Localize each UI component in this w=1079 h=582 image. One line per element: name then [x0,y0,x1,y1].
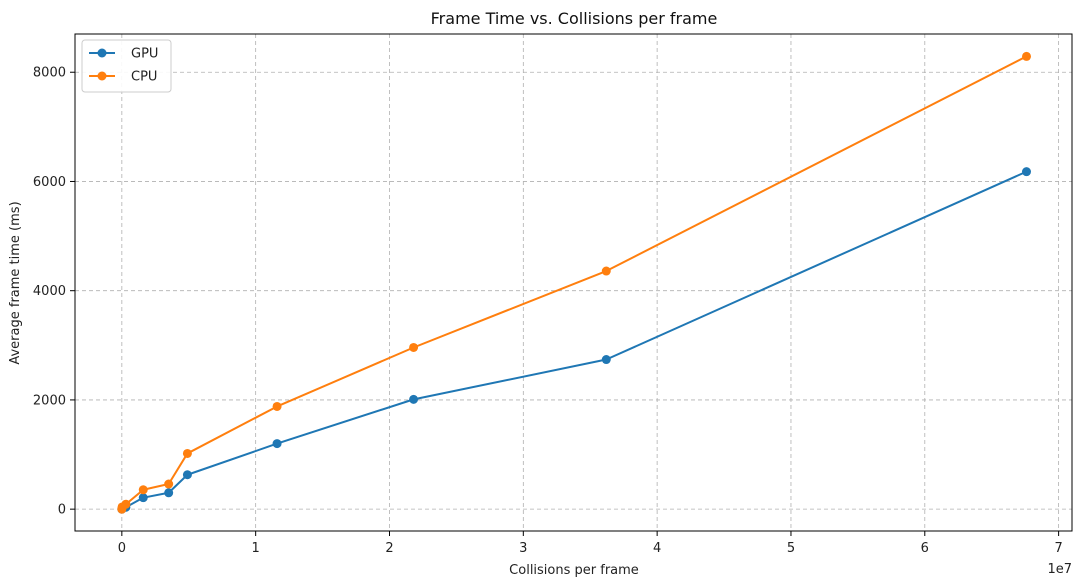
legend: GPU CPU [81,39,172,93]
series-cpu-point [138,485,148,495]
x-tick-label: 6 [921,541,929,556]
series-cpu-point [121,499,131,509]
y-tick-label: 2000 [33,393,66,408]
x-tick-label: 2 [385,541,393,556]
grid [75,34,1072,531]
legend-gpu-label: GPU [131,47,158,62]
series-gpu-point [272,439,282,449]
series-gpu-point [601,355,611,365]
series-cpu-point [601,266,611,276]
series-cpu-point [1021,51,1031,61]
series-cpu-point [272,401,282,411]
y-tick-label: 0 [58,503,66,518]
series-gpu-point [138,493,148,503]
x-tick-label: 1 [252,541,260,556]
series-cpu-point [409,342,419,352]
y-tick-label: 6000 [33,175,66,190]
chart-title: Frame Time vs. Collisions per frame [431,9,718,28]
x-axis-offset-text: 1e7 [1047,562,1072,577]
x-tick-label: 5 [787,541,795,556]
legend-gpu-marker [97,48,107,58]
y-axis-label: Average frame time (ms) [8,201,23,364]
series-cpu-point [182,448,192,458]
plot-frame [74,33,1073,532]
series-gpu-point [182,470,192,480]
x-axis-label: Collisions per frame [509,563,639,578]
series-gpu-point [164,488,174,498]
x-tick-label: 7 [1054,541,1062,556]
legend-cpu-marker [97,71,107,81]
plot-area [75,34,1072,531]
legend-cpu-label: CPU [131,70,157,85]
y-tick-label: 4000 [33,284,66,299]
x-tick-label: 4 [653,541,661,556]
series-layer [117,51,1031,514]
y-tick-label: 8000 [33,66,66,81]
series-gpu-point [409,394,419,404]
series-cpu-point [164,479,174,489]
ticks: 0 1 2 3 4 5 6 7 0 2000 4000 6000 8000 [33,66,1063,556]
x-tick-label: 0 [118,541,126,556]
x-tick-label: 3 [519,541,527,556]
series-gpu-point [1021,167,1031,177]
